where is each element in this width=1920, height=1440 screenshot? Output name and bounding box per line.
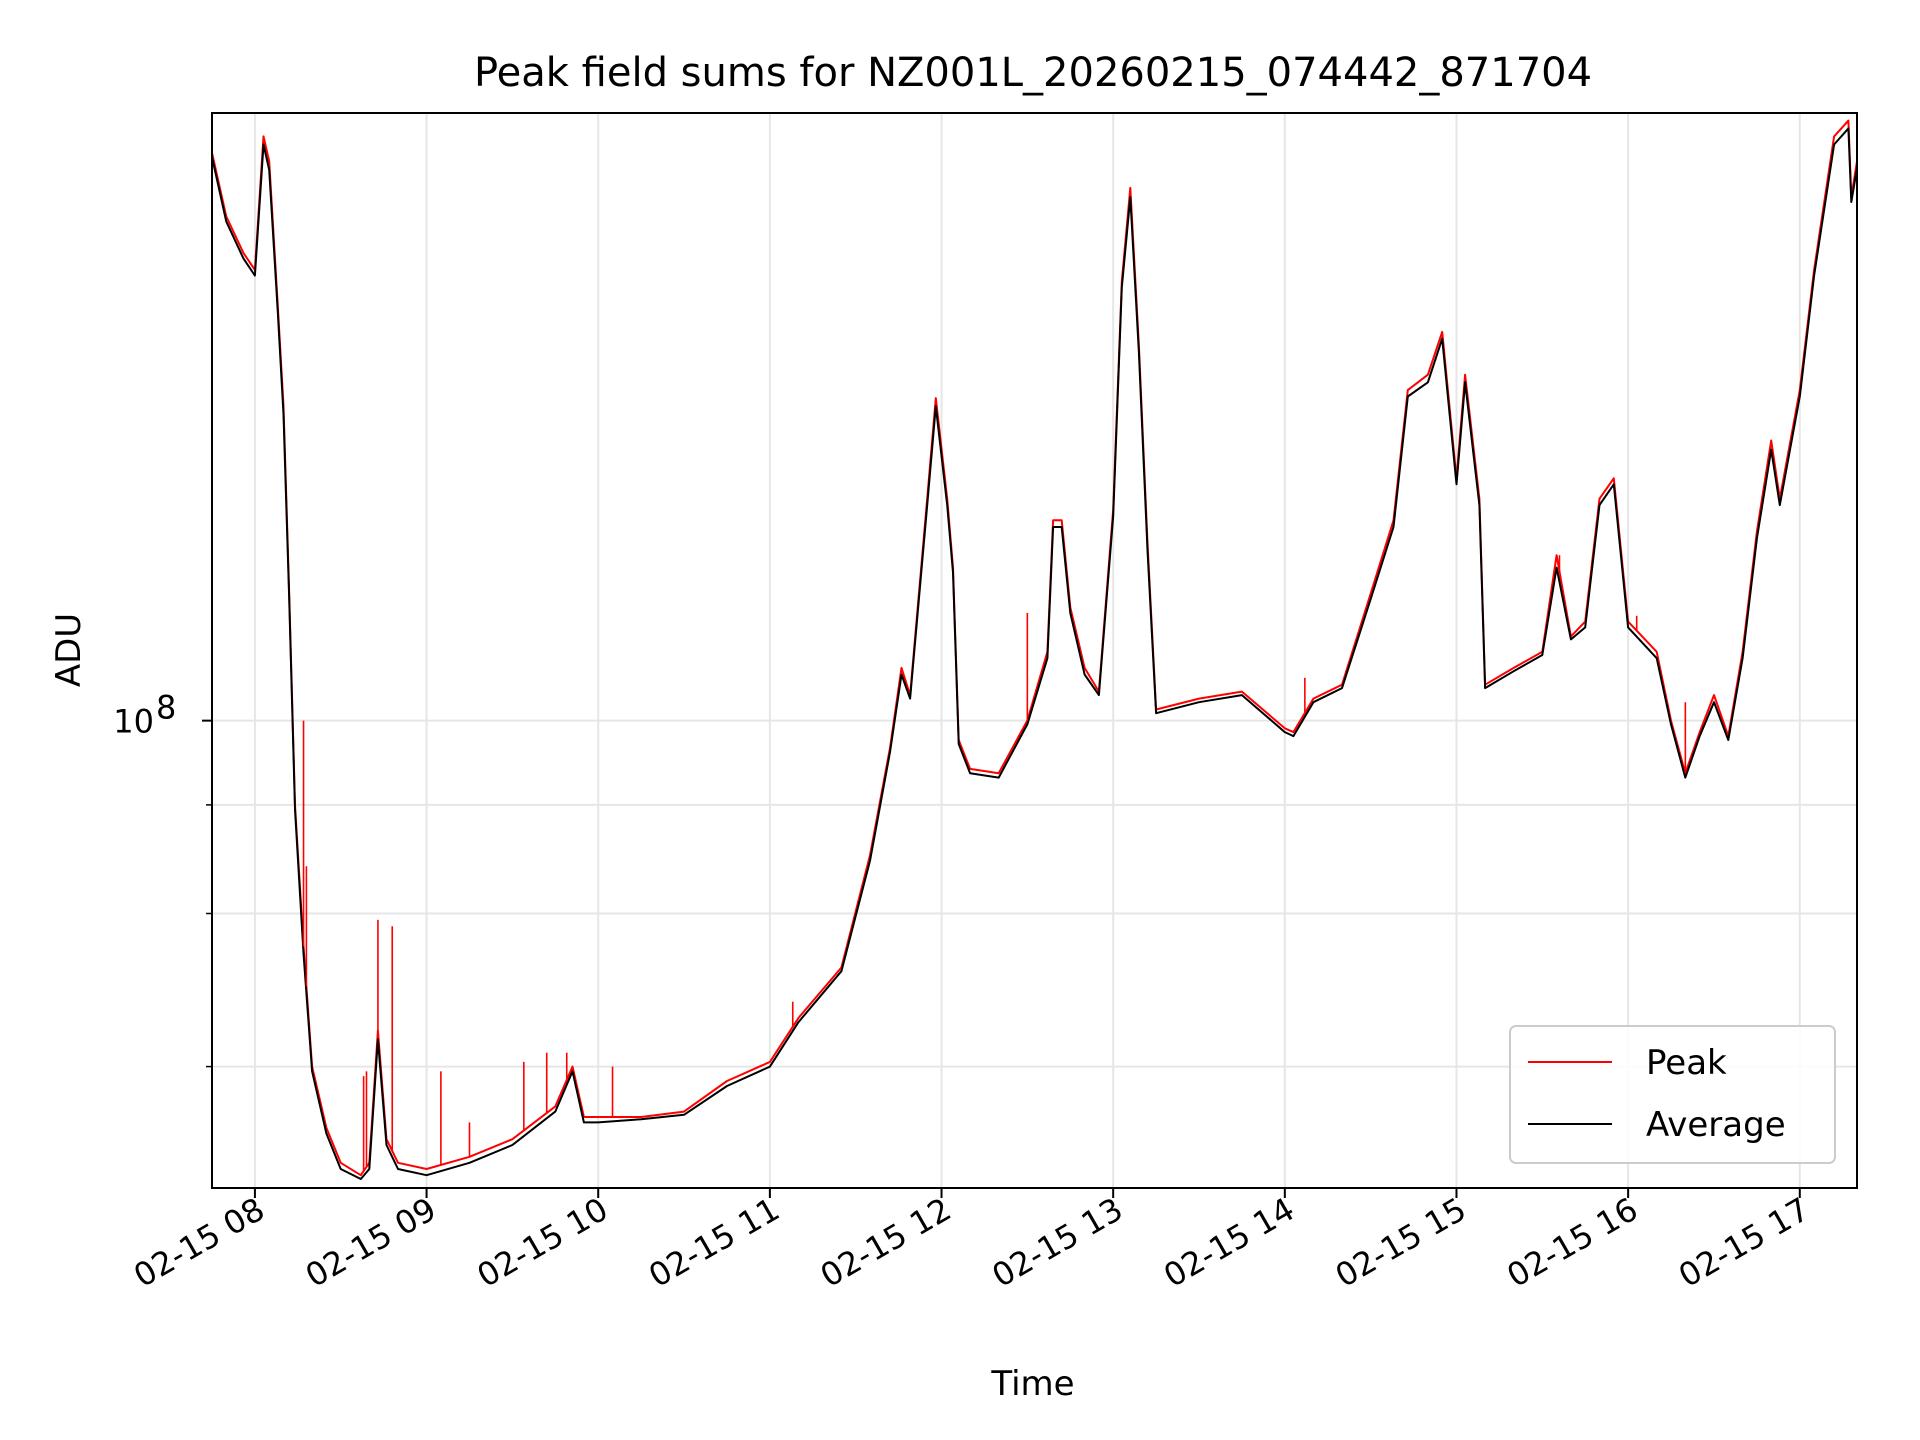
- legend-label-peak: Peak: [1646, 1043, 1727, 1083]
- y-axis-label: ADU: [49, 613, 89, 687]
- legend-label-average: Average: [1646, 1105, 1786, 1145]
- legend-box: [1509, 1025, 1836, 1164]
- series-line-average: [211, 127, 1858, 1180]
- y-tick-label: 10: [113, 703, 154, 741]
- series-layer: [211, 119, 1858, 1180]
- plot-frame: [211, 112, 1858, 1189]
- legend: Peak Average: [1509, 1025, 1836, 1164]
- x-axis-label: Time: [990, 1364, 1074, 1404]
- chart-title: Peak field sums for NZ001L_20260215_0744…: [474, 50, 1592, 96]
- y-tick-label-exponent: 8: [156, 689, 176, 727]
- y-axis: 10 8: [113, 689, 212, 1068]
